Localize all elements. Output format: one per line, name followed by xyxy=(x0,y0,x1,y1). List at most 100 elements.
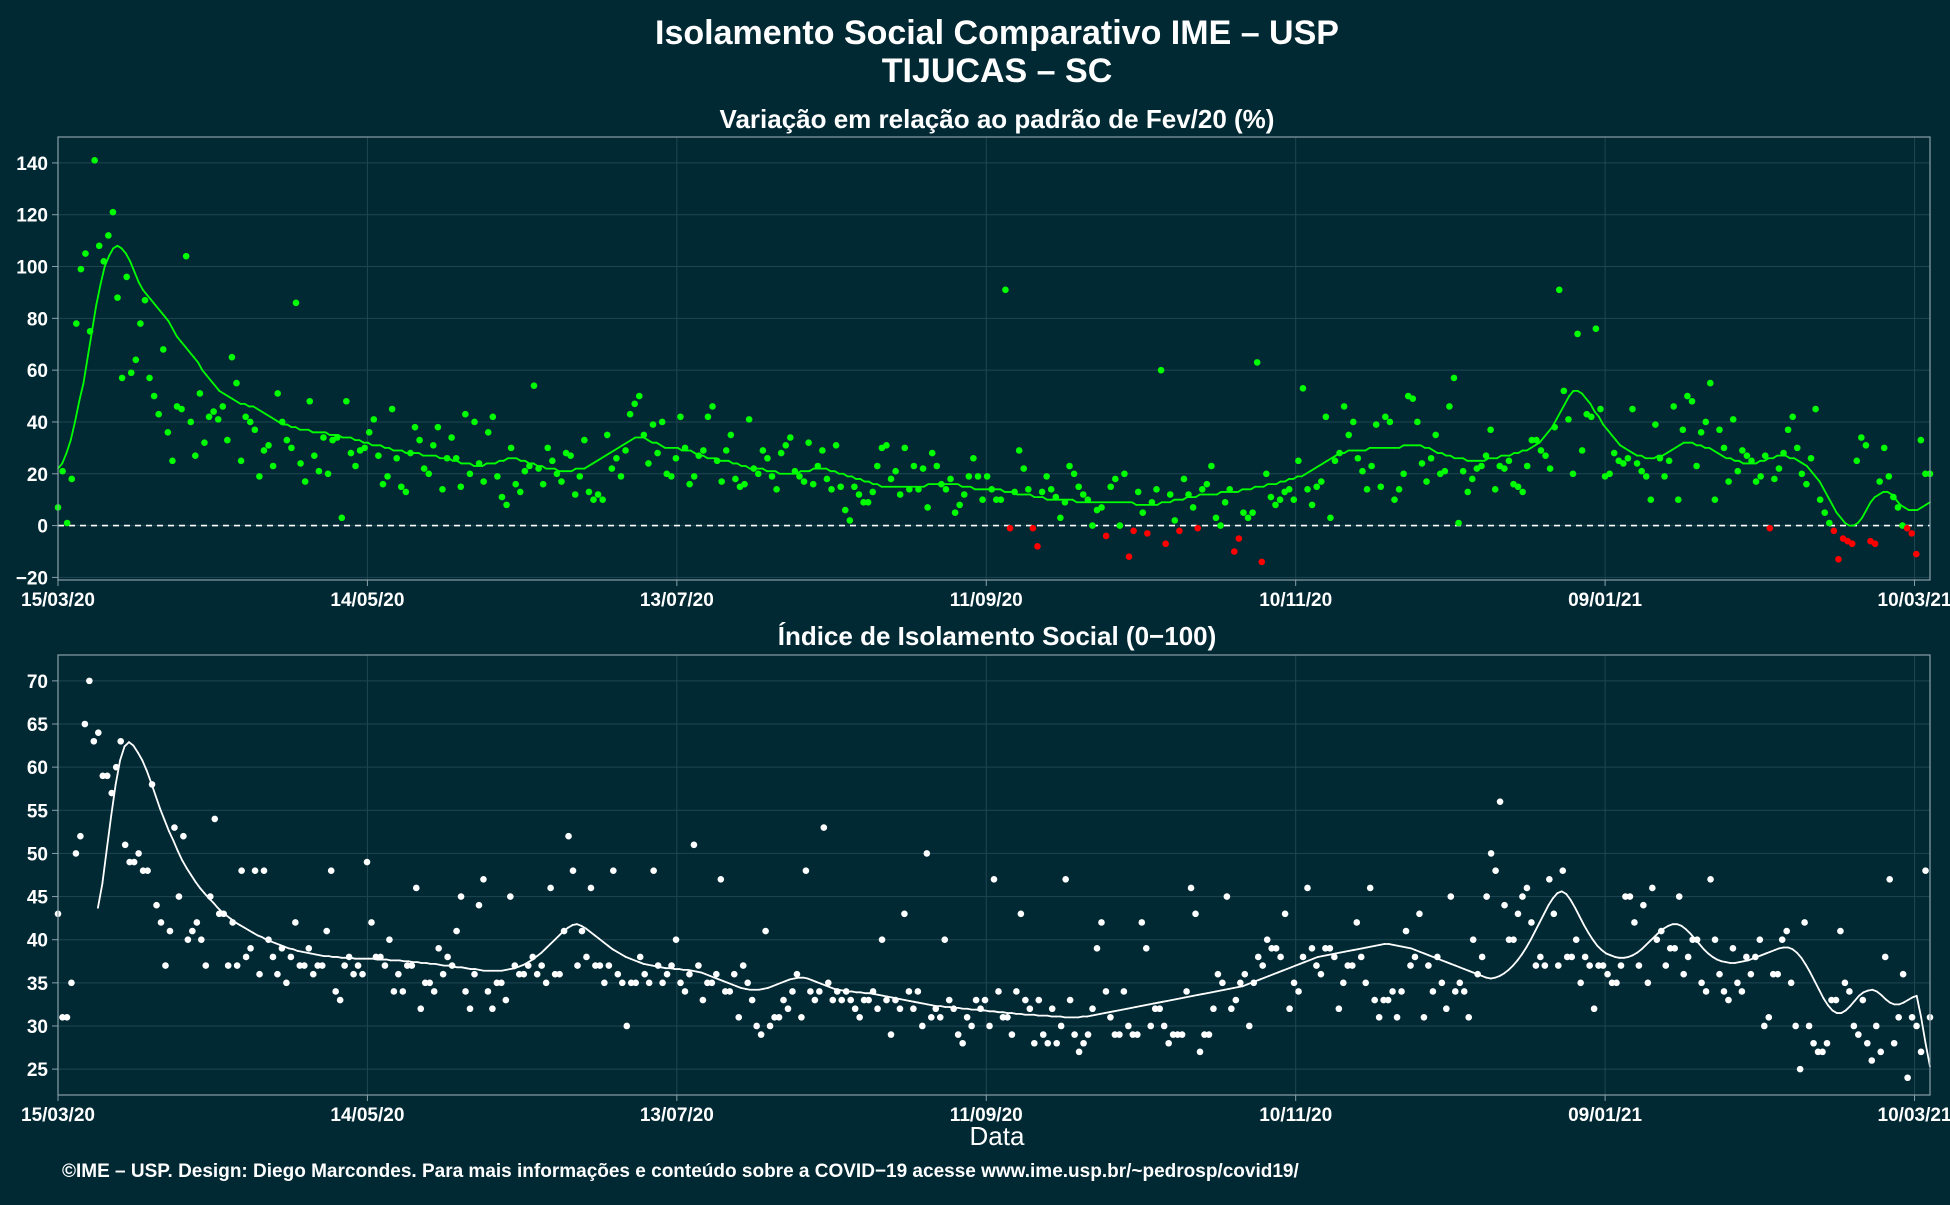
index-data-point xyxy=(1917,1048,1925,1056)
variation-trend-segment xyxy=(99,265,106,286)
variation-data-point xyxy=(658,418,666,426)
variation-data-point xyxy=(1244,514,1252,522)
variation-data-point xyxy=(1523,462,1531,470)
variation-data-point xyxy=(1665,457,1673,465)
variation-trend-segment xyxy=(1822,488,1830,499)
variation-data-point xyxy=(754,470,762,478)
variation-data-point xyxy=(585,488,593,496)
variation-trend-segment xyxy=(1827,496,1834,506)
variation-data-point xyxy=(1711,496,1719,503)
variation-data-point xyxy=(1748,457,1755,465)
variation-trend-segment xyxy=(108,247,115,258)
variation-data-point xyxy=(1047,486,1055,493)
index-data-point xyxy=(730,970,738,978)
variation-data-point xyxy=(1697,429,1705,436)
variation-data-point xyxy=(118,374,126,382)
index-data-point xyxy=(1160,1022,1168,1030)
variation-y-tick-label: 100 xyxy=(16,258,48,279)
index-data-point xyxy=(1317,970,1325,978)
index-data-point xyxy=(359,970,366,978)
variation-trend-segment xyxy=(1538,436,1545,444)
variation-data-point xyxy=(732,475,739,483)
index-data-point xyxy=(265,936,272,944)
index-data-point xyxy=(708,979,716,987)
index-data-point xyxy=(1098,919,1105,926)
index-data-point xyxy=(1778,936,1786,944)
index-data-point xyxy=(1165,1039,1172,1047)
variation-data-point xyxy=(393,454,401,462)
variation-data-point xyxy=(1079,491,1087,498)
index-data-point xyxy=(1326,945,1334,952)
variation-data-point xyxy=(1743,452,1751,459)
variation-data-point xyxy=(411,423,419,431)
index-data-point xyxy=(945,996,953,1004)
variation-data-point xyxy=(640,431,648,439)
index-data-point xyxy=(1299,953,1307,961)
variation-data-point xyxy=(1107,483,1115,491)
variation-data-point xyxy=(1716,426,1723,434)
index-data-point xyxy=(1272,945,1280,952)
index-data-point xyxy=(1366,884,1374,892)
index-data-point xyxy=(1245,1022,1253,1030)
index-trend-segment xyxy=(1507,964,1514,971)
index-data-point xyxy=(1116,1031,1123,1038)
index-data-point xyxy=(1044,1039,1052,1047)
index-data-point xyxy=(1711,936,1719,944)
index-trend-segment xyxy=(1844,1005,1852,1012)
index-trend-segment xyxy=(1565,893,1572,901)
variation-data-point xyxy=(1798,470,1806,478)
variation-data-point xyxy=(1139,509,1147,516)
index-data-point xyxy=(1402,927,1410,935)
variation-trend-segment xyxy=(57,462,64,470)
index-data-point xyxy=(874,1005,881,1013)
index-data-point xyxy=(1335,1005,1343,1013)
index-data-point xyxy=(175,893,183,900)
variation-data-point xyxy=(1702,418,1710,426)
index-data-point xyxy=(977,1005,984,1013)
index-data-point xyxy=(1304,884,1311,892)
variation-data-point xyxy=(965,473,973,480)
variation-trend-segment xyxy=(192,356,199,364)
index-y-tick-label: 30 xyxy=(27,1017,48,1038)
index-data-point xyxy=(762,927,769,935)
variation-data-point xyxy=(1528,436,1536,444)
variation-data-point xyxy=(434,423,442,431)
variation-data-point xyxy=(1464,488,1472,496)
index-data-point xyxy=(1084,1031,1092,1038)
variation-trend-segment xyxy=(214,384,221,392)
variation-trend-segment xyxy=(154,304,161,312)
variation-trend-segment xyxy=(1564,395,1571,405)
variation-data-point xyxy=(361,444,368,452)
index-data-point xyxy=(1864,1039,1871,1047)
variation-data-point xyxy=(997,496,1005,503)
variation-data-point xyxy=(59,467,66,475)
variation-data-point xyxy=(283,436,291,444)
variation-data-point xyxy=(1249,509,1256,516)
index-trend-segment xyxy=(119,745,126,762)
index-trend-segment xyxy=(194,881,201,889)
variation-data-point xyxy=(594,491,602,498)
index-data-point xyxy=(1120,988,1128,995)
variation-data-point xyxy=(622,447,629,454)
index-data-point xyxy=(318,962,326,969)
variation-data-point xyxy=(1780,449,1787,457)
variation-data-point xyxy=(649,421,657,428)
index-data-point xyxy=(1872,1022,1880,1030)
variation-data-point xyxy=(1308,501,1316,509)
variation-data-point xyxy=(1574,330,1581,338)
variation-trend-segment xyxy=(129,260,136,273)
index-y-tick-label: 55 xyxy=(27,801,49,822)
index-trend-segment xyxy=(1543,904,1550,915)
index-data-point xyxy=(1801,919,1808,926)
variation-data-point xyxy=(338,514,346,522)
variation-data-point xyxy=(635,392,643,400)
variation-data-point xyxy=(919,465,927,472)
variation-data-point xyxy=(1034,543,1041,550)
variation-data-point xyxy=(397,483,405,491)
variation-data-point xyxy=(402,488,410,496)
variation-data-point xyxy=(1761,452,1769,459)
index-data-point xyxy=(336,996,344,1004)
variation-data-point xyxy=(892,467,899,475)
index-trend-segment xyxy=(123,741,130,748)
variation-data-point xyxy=(1230,548,1238,555)
